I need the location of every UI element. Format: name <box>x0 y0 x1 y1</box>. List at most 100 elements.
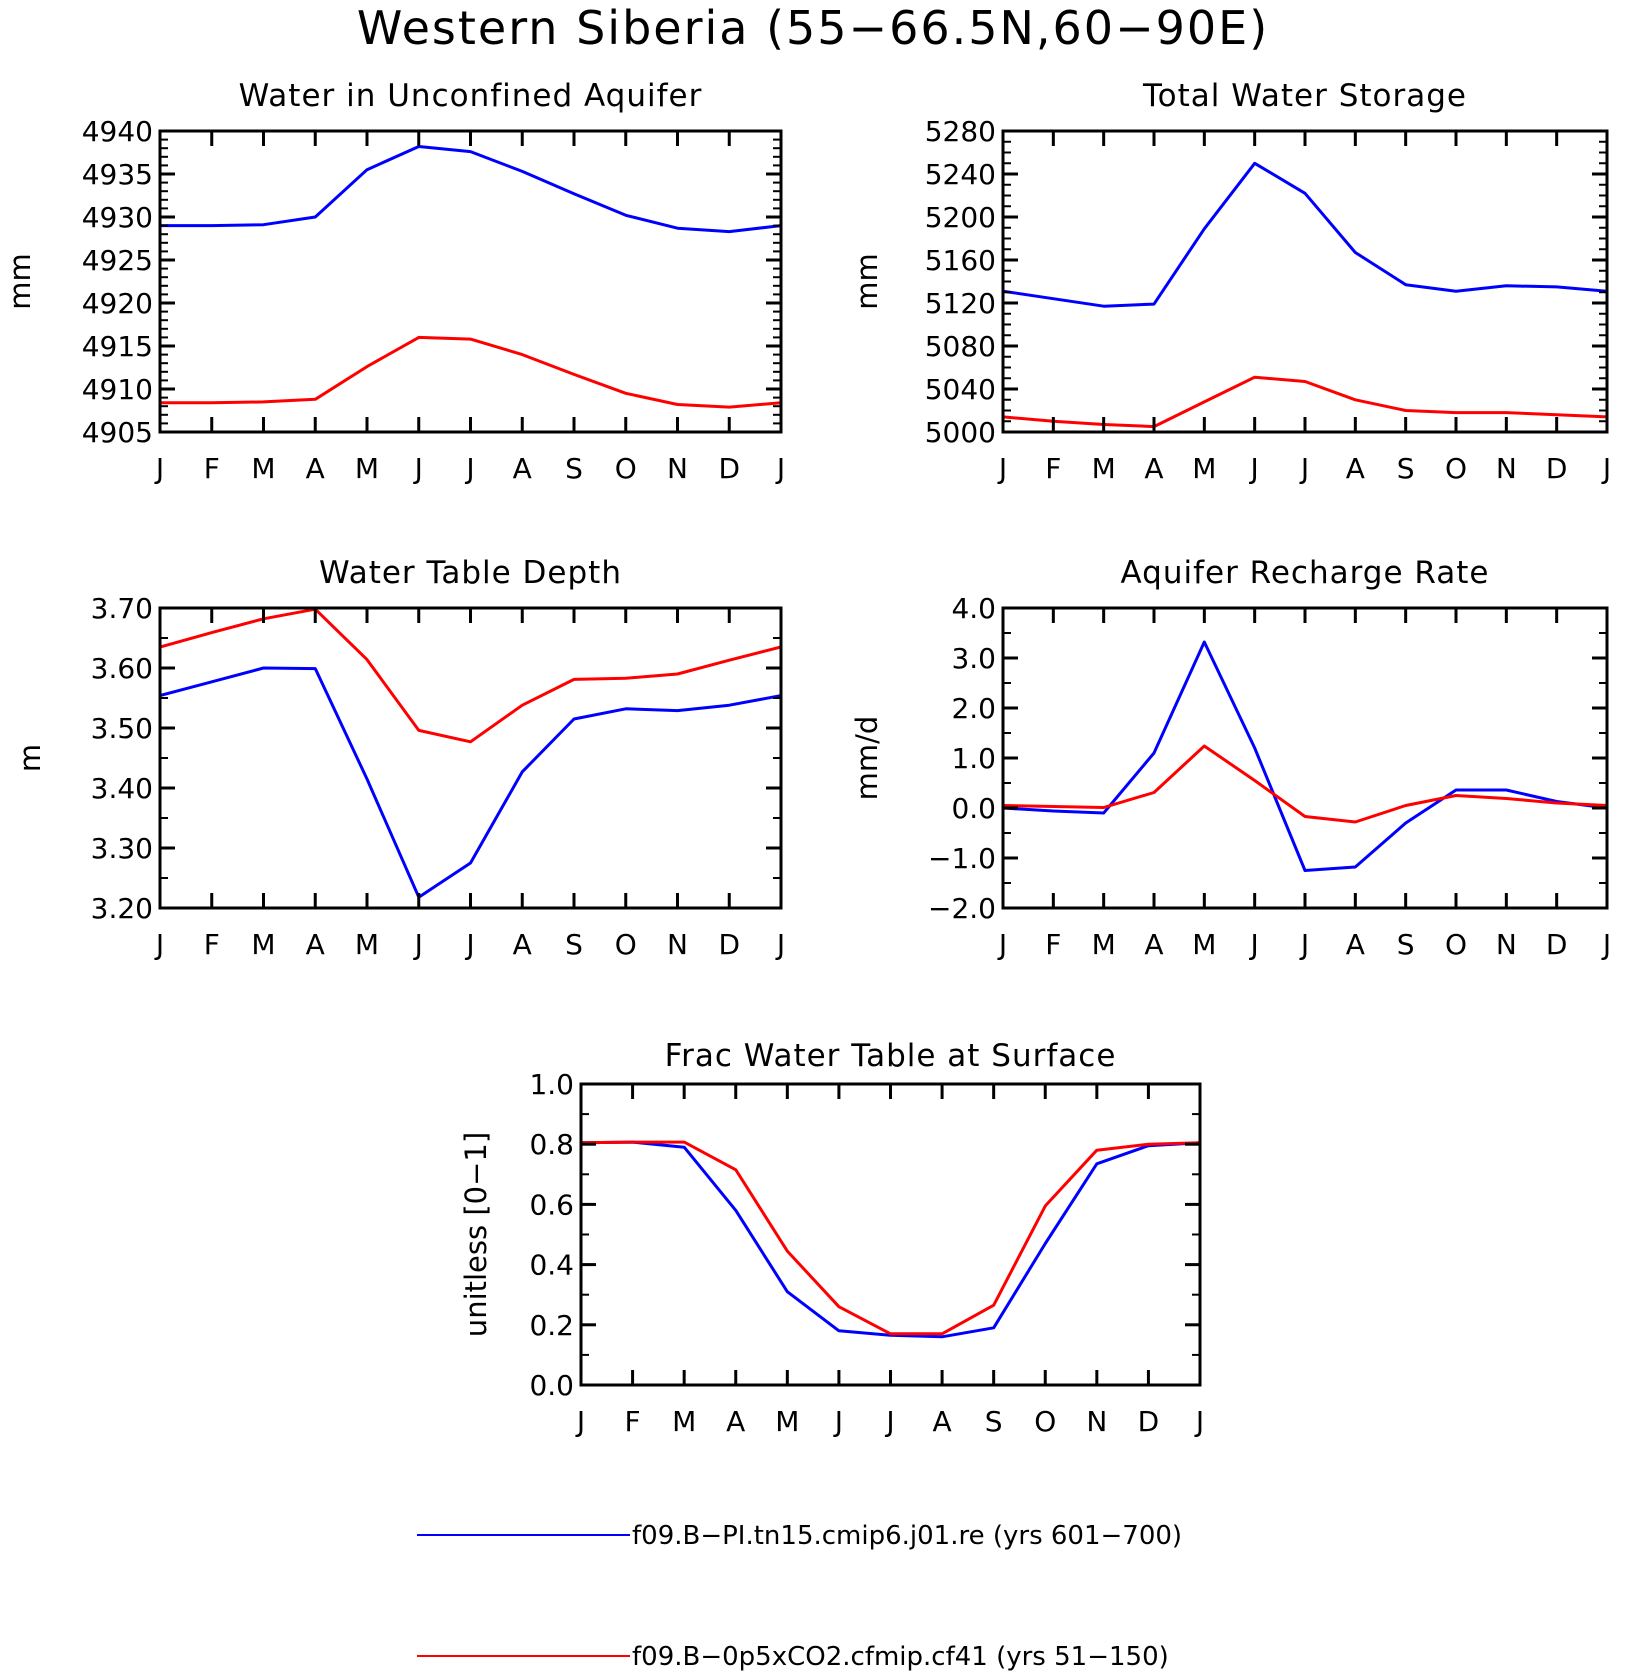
x-tick-label: N <box>667 452 688 485</box>
x-tick-label: J <box>1601 928 1611 961</box>
x-tick-label: M <box>672 1405 696 1438</box>
x-tick-label: J <box>833 1405 843 1438</box>
x-tick-label: J <box>1249 928 1259 961</box>
y-tick-label: 5280 <box>925 115 996 148</box>
x-tick-label: M <box>1092 928 1116 961</box>
x-tick-label: O <box>615 928 637 961</box>
panel-title: Aquifer Recharge Rate <box>1121 555 1490 591</box>
y-tick-label: 3.0 <box>951 642 996 675</box>
y-tick-label: 0.6 <box>529 1188 574 1221</box>
y-tick-label: 4940 <box>82 115 153 148</box>
y-tick-label: 3.30 <box>91 832 153 865</box>
x-tick-label: J <box>154 452 164 485</box>
y-axis-label: mm/d <box>850 716 884 801</box>
y-tick-label: 5200 <box>925 201 996 234</box>
x-tick-label: M <box>355 452 379 485</box>
y-tick-label: 5040 <box>925 373 996 406</box>
panel-4: Frac Water Table at Surface unitless [0−1… <box>459 1038 1204 1438</box>
x-tick-label: S <box>565 928 583 961</box>
x-tick-label: D <box>1546 452 1568 485</box>
x-tick-label: J <box>775 452 785 485</box>
x-tick-label: F <box>625 1405 641 1438</box>
y-tick-label: 5000 <box>925 416 996 449</box>
y-axis-label: mm <box>3 253 37 310</box>
x-tick-label: J <box>1194 1405 1204 1438</box>
y-tick-label: 4.0 <box>951 592 996 625</box>
series-line-0 <box>160 666 781 899</box>
y-tick-label: 0.0 <box>951 792 996 825</box>
panel-title: Water Table Depth <box>319 555 622 591</box>
x-tick-label: J <box>775 928 785 961</box>
x-tick-label: A <box>1144 452 1163 485</box>
series-line-1 <box>160 335 781 409</box>
x-tick-label: J <box>464 928 474 961</box>
y-tick-label: 2.0 <box>951 692 996 725</box>
x-tick-label: S <box>1397 928 1415 961</box>
y-tick-label: 3.20 <box>91 892 153 925</box>
y-tick-label: 4915 <box>82 330 153 363</box>
y-axis-label: unitless [0−1] <box>459 1132 493 1337</box>
x-tick-label: O <box>615 452 637 485</box>
x-tick-label: A <box>513 452 532 485</box>
y-tick-label: −1.0 <box>928 842 996 875</box>
x-tick-label: A <box>1346 452 1365 485</box>
x-tick-label: J <box>1299 928 1309 961</box>
x-tick-label: A <box>933 1405 952 1438</box>
x-tick-label: F <box>204 452 220 485</box>
x-tick-label: F <box>1045 928 1061 961</box>
plot-frame <box>158 129 783 434</box>
series-line-1 <box>160 607 781 744</box>
x-tick-label: M <box>1192 928 1216 961</box>
x-tick-label: J <box>1299 452 1309 485</box>
x-tick-label: F <box>1045 452 1061 485</box>
x-tick-label: M <box>1092 452 1116 485</box>
series-line-1 <box>581 1140 1200 1336</box>
y-tick-label: 0.4 <box>529 1249 574 1282</box>
plot-frame <box>579 1082 1202 1387</box>
panel-title: Total Water Storage <box>1142 78 1467 114</box>
y-tick-label: −2.0 <box>928 892 996 925</box>
x-tick-label: O <box>1034 1405 1056 1438</box>
y-tick-label: 5120 <box>925 287 996 320</box>
series-line-0 <box>1003 640 1607 872</box>
x-tick-label: J <box>464 452 474 485</box>
figure-title: Western Siberia (55−66.5N,60−90E) <box>357 1 1269 55</box>
panel-3: Aquifer Recharge Rate mm/d −2.0 −1.0 0.0 1.0 2… <box>850 555 1611 961</box>
panel-title: Water in Unconfined Aquifer <box>239 78 703 114</box>
y-tick-label: 3.40 <box>91 772 153 805</box>
x-tick-label: A <box>306 928 325 961</box>
y-tick-label: 4935 <box>82 158 153 191</box>
x-tick-label: F <box>204 928 220 961</box>
x-tick-label: J <box>575 1405 585 1438</box>
series-line-1 <box>1003 744 1607 824</box>
y-tick-label: 4910 <box>82 373 153 406</box>
panel-title: Frac Water Table at Surface <box>665 1038 1117 1074</box>
series-line-0 <box>160 145 781 234</box>
panel-2: Water Table Depth m 3.20 3.30 3.40 3.50 3.60 3.… <box>13 555 785 961</box>
x-tick-label: J <box>413 452 423 485</box>
y-axis-label: mm <box>850 253 884 310</box>
panel-0: Water in Unconfined Aquifer mm 4905 4910 491… <box>3 78 785 485</box>
y-tick-label: 5160 <box>925 244 996 277</box>
x-tick-label: J <box>1249 452 1259 485</box>
plot-frame <box>1001 606 1609 910</box>
x-tick-label: M <box>1192 452 1216 485</box>
y-tick-label: 4920 <box>82 287 153 320</box>
series-line-0 <box>1003 161 1607 308</box>
x-tick-label: J <box>997 452 1007 485</box>
plot-frame <box>1001 129 1609 434</box>
x-tick-label: J <box>884 1405 894 1438</box>
y-tick-label: 3.70 <box>91 592 153 625</box>
x-tick-label: A <box>513 928 532 961</box>
y-tick-label: 5080 <box>925 330 996 363</box>
legend-label-0: f09.B−PI.tn15.cmip6.j01.re (yrs 601−700) <box>632 1521 1182 1551</box>
y-tick-label: 4905 <box>82 416 153 449</box>
y-tick-label: 5240 <box>925 158 996 191</box>
y-tick-label: 4930 <box>82 201 153 234</box>
x-tick-label: J <box>413 928 423 961</box>
x-tick-label: O <box>1445 928 1467 961</box>
x-tick-label: A <box>1144 928 1163 961</box>
x-tick-label: A <box>306 452 325 485</box>
y-tick-label: 3.60 <box>91 652 153 685</box>
